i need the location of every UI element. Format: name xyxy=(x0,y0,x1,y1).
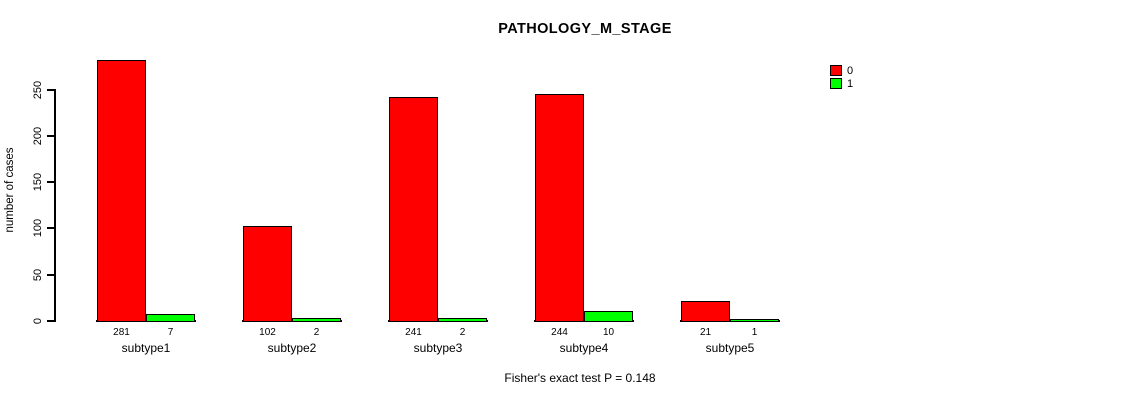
x-category-label: subtype2 xyxy=(267,341,317,355)
bar-value-label: 10 xyxy=(602,327,615,338)
bar-value-label: 2 xyxy=(459,327,466,338)
bar-value-label: 281 xyxy=(113,327,130,338)
x-category-label: subtype3 xyxy=(413,341,463,355)
bar-value-label: 2 xyxy=(313,327,320,338)
y-tick-label: 200 xyxy=(32,126,44,146)
x-category-label: subtype1 xyxy=(121,341,171,355)
bar-value-label: 244 xyxy=(551,327,568,338)
y-tick xyxy=(47,320,54,322)
y-tick xyxy=(47,88,54,91)
y-tick xyxy=(47,273,54,276)
y-tick xyxy=(47,134,54,137)
chart-title: PATHOLOGY_M_STAGE xyxy=(498,21,672,37)
bar-subtype3-series1 xyxy=(438,318,487,322)
legend-item: 0 xyxy=(830,64,854,77)
legend-label: 0 xyxy=(847,64,854,77)
bar-subtype2-series1 xyxy=(292,318,341,322)
bar-value-label: 21 xyxy=(699,327,712,338)
y-tick xyxy=(47,181,54,184)
bar-subtype1-series1 xyxy=(146,313,195,322)
legend-swatch xyxy=(830,78,842,89)
bar-subtype2-series0 xyxy=(243,225,292,322)
bar-subtype3-series0 xyxy=(389,97,438,322)
bar-value-label: 7 xyxy=(167,327,174,338)
bar-subtype5-series0 xyxy=(681,300,730,322)
bar-subtype1-series0 xyxy=(97,60,146,322)
legend-item: 1 xyxy=(830,77,854,90)
y-tick-label: 100 xyxy=(32,219,44,238)
bar-value-label: 1 xyxy=(751,327,758,338)
y-tick-label: 50 xyxy=(32,268,44,281)
x-category-label: subtype5 xyxy=(705,341,755,355)
bar-subtype5-series1 xyxy=(730,319,779,322)
bar-value-label: 241 xyxy=(405,327,422,338)
y-tick-label: 0 xyxy=(32,317,44,325)
bar-subtype4-series1 xyxy=(584,310,633,322)
x-category-label: subtype4 xyxy=(559,341,609,355)
bar-subtype4-series0 xyxy=(535,94,584,322)
bar-value-label: 102 xyxy=(259,327,276,338)
y-tick xyxy=(47,227,54,230)
legend-label: 1 xyxy=(847,77,854,90)
legend-swatch xyxy=(830,65,842,76)
footnote: Fisher's exact test P = 0.148 xyxy=(504,371,656,385)
y-tick-label: 250 xyxy=(32,80,44,99)
y-axis-line xyxy=(54,88,56,322)
y-tick-label: 150 xyxy=(32,173,44,192)
